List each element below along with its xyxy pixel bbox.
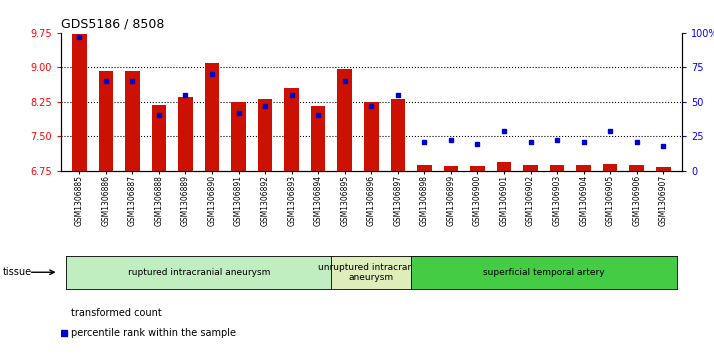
Bar [656,167,670,171]
Text: percentile rank within the sample: percentile rank within the sample [71,328,236,338]
Bar [497,162,511,171]
Bar [470,166,485,171]
Bar [178,97,193,171]
Bar [231,102,246,171]
Bar [284,88,299,171]
Bar [338,69,352,171]
Bar [99,71,113,171]
Text: transformed count: transformed count [71,307,162,318]
Bar [311,106,326,171]
Text: superficial temporal artery: superficial temporal artery [483,268,605,277]
Text: GDS5186 / 8508: GDS5186 / 8508 [61,17,164,30]
Bar [364,102,378,171]
Bar [417,165,432,171]
Bar [603,164,618,171]
Bar [576,165,591,171]
Bar [550,165,564,171]
Bar [523,165,538,171]
Bar [72,34,86,171]
Bar [443,166,458,171]
Text: tissue: tissue [3,267,32,277]
Bar [151,105,166,171]
Bar [125,71,140,171]
Text: unruptured intracranial
aneurysm: unruptured intracranial aneurysm [318,262,424,282]
Bar [258,99,273,171]
Bar [391,99,405,171]
Bar [630,165,644,171]
Bar [205,64,219,171]
Text: ruptured intracranial aneurysm: ruptured intracranial aneurysm [128,268,270,277]
